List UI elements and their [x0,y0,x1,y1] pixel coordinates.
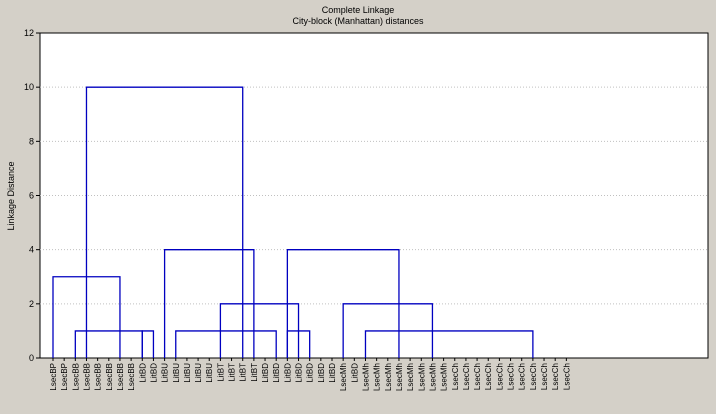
leaf-label: LitBT [239,363,248,382]
y-tick-label: 4 [29,245,34,255]
leaf-label: LsecCh [551,363,560,390]
leaf-label: LitBD [317,363,326,383]
dendrogram-link [364,330,534,358]
leaf-label: LsecMh [373,363,382,391]
leaf-label: LsecBB [116,363,125,391]
leaf-label: LitBD [306,363,315,383]
leaf-label: LitBD [328,363,337,383]
leaf-label: LsecBB [82,363,91,391]
dendrogram-link [219,303,300,358]
leaf-label: LsecCh [462,363,471,390]
x-axis: LsecBP LsecBP LsecBB LsecBB LsecBB LsecBB Lsec… [49,358,571,391]
dendrogram-link [175,330,277,358]
leaf-label: LitBT [228,363,237,382]
leaf-label: LsecBB [71,363,80,391]
leaf-label: LsecMh [417,363,426,391]
leaf-label: LsecBB [127,363,136,391]
dendrogram-link [286,249,400,358]
leaf-label: LsecBP [49,363,58,391]
leaf-label: LsecBB [94,363,103,391]
y-tick-label: 8 [29,136,34,146]
leaf-label: LsecMh [384,363,393,391]
leaf-label: LitBU [205,363,214,383]
y-axis: 0 2 4 6 8 10 12 [24,28,40,363]
leaf-label: LsecCh [473,363,482,390]
leaf-label: LsecCh [518,363,527,390]
leaf-label: LsecMh [395,363,404,391]
leaf-label: LsecBB [105,363,114,391]
leaf-label: LitBT [216,363,225,382]
leaf-label: LitBD [283,363,292,383]
leaf-label: LsecMh [428,363,437,391]
y-tick-label: 6 [29,191,34,201]
leaf-label: LsecBP [60,363,69,391]
leaf-label: LitBT [250,363,259,382]
leaf-label: LsecMh [339,363,348,391]
y-axis-label: Linkage Distance [6,161,16,230]
leaf-label: LsecCh [495,363,504,390]
leaf-label: LitBD [350,363,359,383]
y-tick-label: 2 [29,299,34,309]
leaf-label: LitBU [194,363,203,383]
y-tick-label: 12 [24,28,34,38]
leaf-label: LsecMh [406,363,415,391]
chart-subtitle: City-block (Manhattan) distances [292,16,424,26]
leaf-label: LsecMh [361,363,370,391]
dendrogram-link [163,249,255,358]
leaf-label: LsecCh [451,363,460,390]
dendrogram-link [141,330,155,358]
leaf-label: LsecCh [540,363,549,390]
leaf-label: LitBD [261,363,270,383]
y-tick-label: 0 [29,353,34,363]
leaf-label: LitBD [295,363,304,383]
leaf-label: LitBU [172,363,181,383]
leaf-label: LitBD [149,363,158,383]
leaf-label: LsecCh [529,363,538,390]
chart-title: Complete Linkage [322,5,395,15]
dendrogram-tree [52,86,534,358]
leaf-label: LitBD [272,363,281,383]
y-tick-label: 10 [24,82,34,92]
leaf-label: LsecMh [440,363,449,391]
dendrogram-link [85,86,244,358]
leaf-label: LsecCh [484,363,493,390]
leaf-label: LitBU [183,363,192,383]
leaf-label: LsecCh [507,363,516,390]
leaf-label: LitBD [138,363,147,383]
leaf-label: LitBU [161,363,170,383]
leaf-label: LsecCh [562,363,571,390]
